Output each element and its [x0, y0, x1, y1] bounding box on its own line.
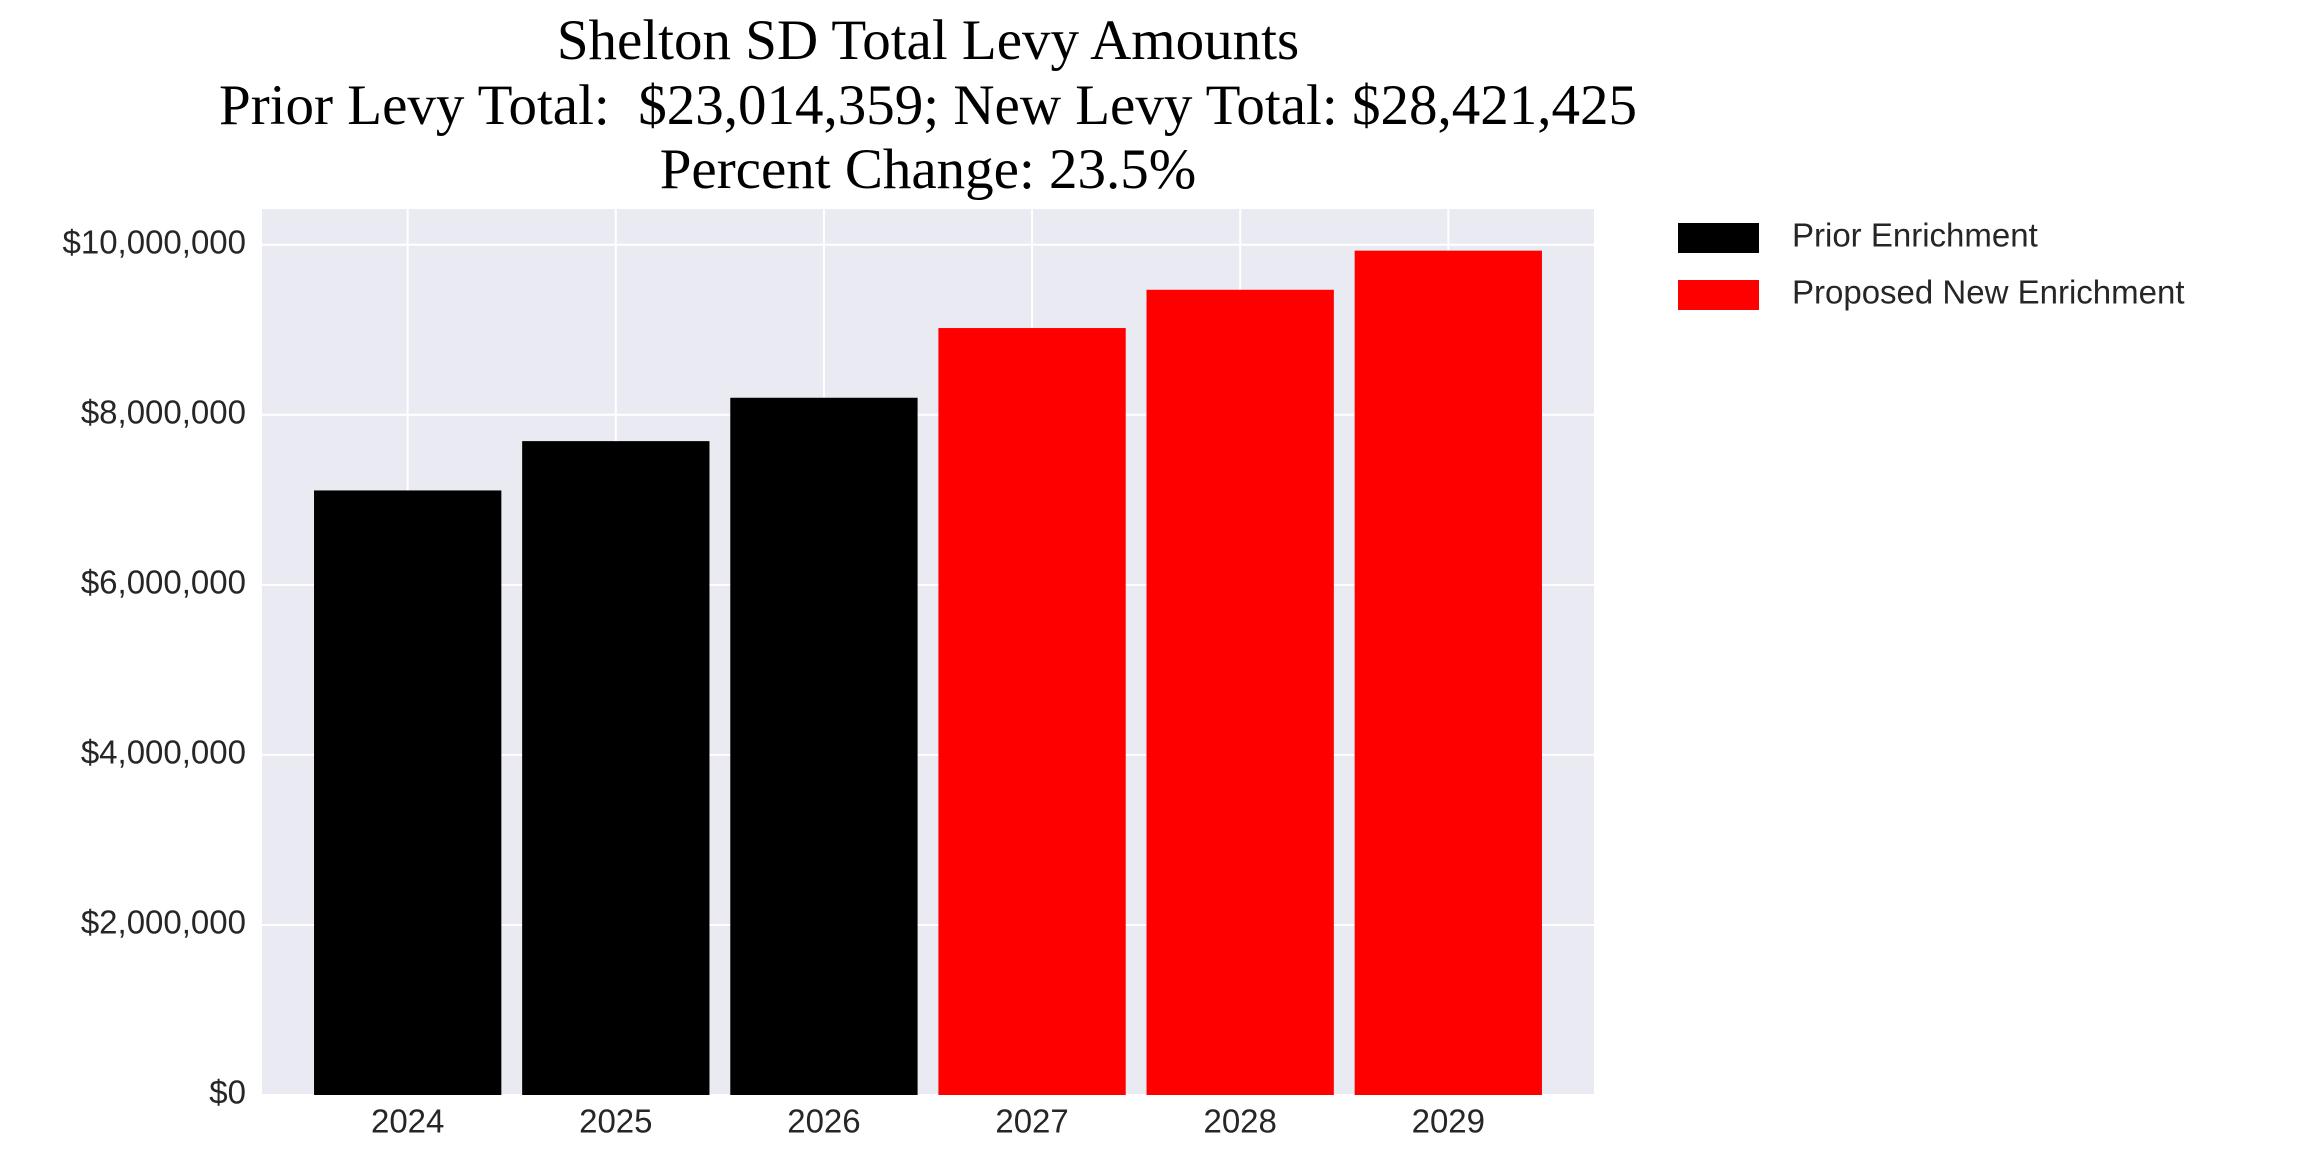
bar [314, 490, 502, 1095]
x-tick-label: 2029 [1412, 1103, 1485, 1140]
x-tick-label: 2024 [371, 1103, 444, 1140]
y-tick-label: $10,000,000 [62, 223, 246, 260]
y-tick-label: $2,000,000 [81, 904, 246, 941]
bar [938, 328, 1126, 1096]
bar [1146, 289, 1334, 1095]
x-tick-label: 2025 [579, 1103, 652, 1140]
legend-swatch [1678, 223, 1759, 253]
x-tick-label: 2028 [1203, 1103, 1276, 1140]
y-tick-label: $6,000,000 [81, 564, 246, 601]
x-tick-label: 2027 [995, 1103, 1068, 1140]
y-tick-label: $8,000,000 [81, 393, 246, 430]
chart-subtitle: Percent Change: 23.5% [660, 138, 1197, 201]
legend-swatch [1678, 280, 1759, 310]
chart-title: Shelton SD Total Levy Amounts [557, 9, 1299, 72]
y-tick-label: $0 [209, 1074, 246, 1111]
bar [1354, 250, 1542, 1095]
bar [730, 397, 918, 1095]
legend-label: Proposed New Enrichment [1792, 274, 2185, 311]
legend-label: Prior Enrichment [1792, 217, 2038, 254]
chart-subtitle: Prior Levy Total: $23,014,359; New Levy … [219, 74, 1637, 137]
bar [522, 441, 710, 1095]
y-tick-label: $4,000,000 [81, 734, 246, 771]
x-tick-label: 2026 [787, 1103, 860, 1140]
